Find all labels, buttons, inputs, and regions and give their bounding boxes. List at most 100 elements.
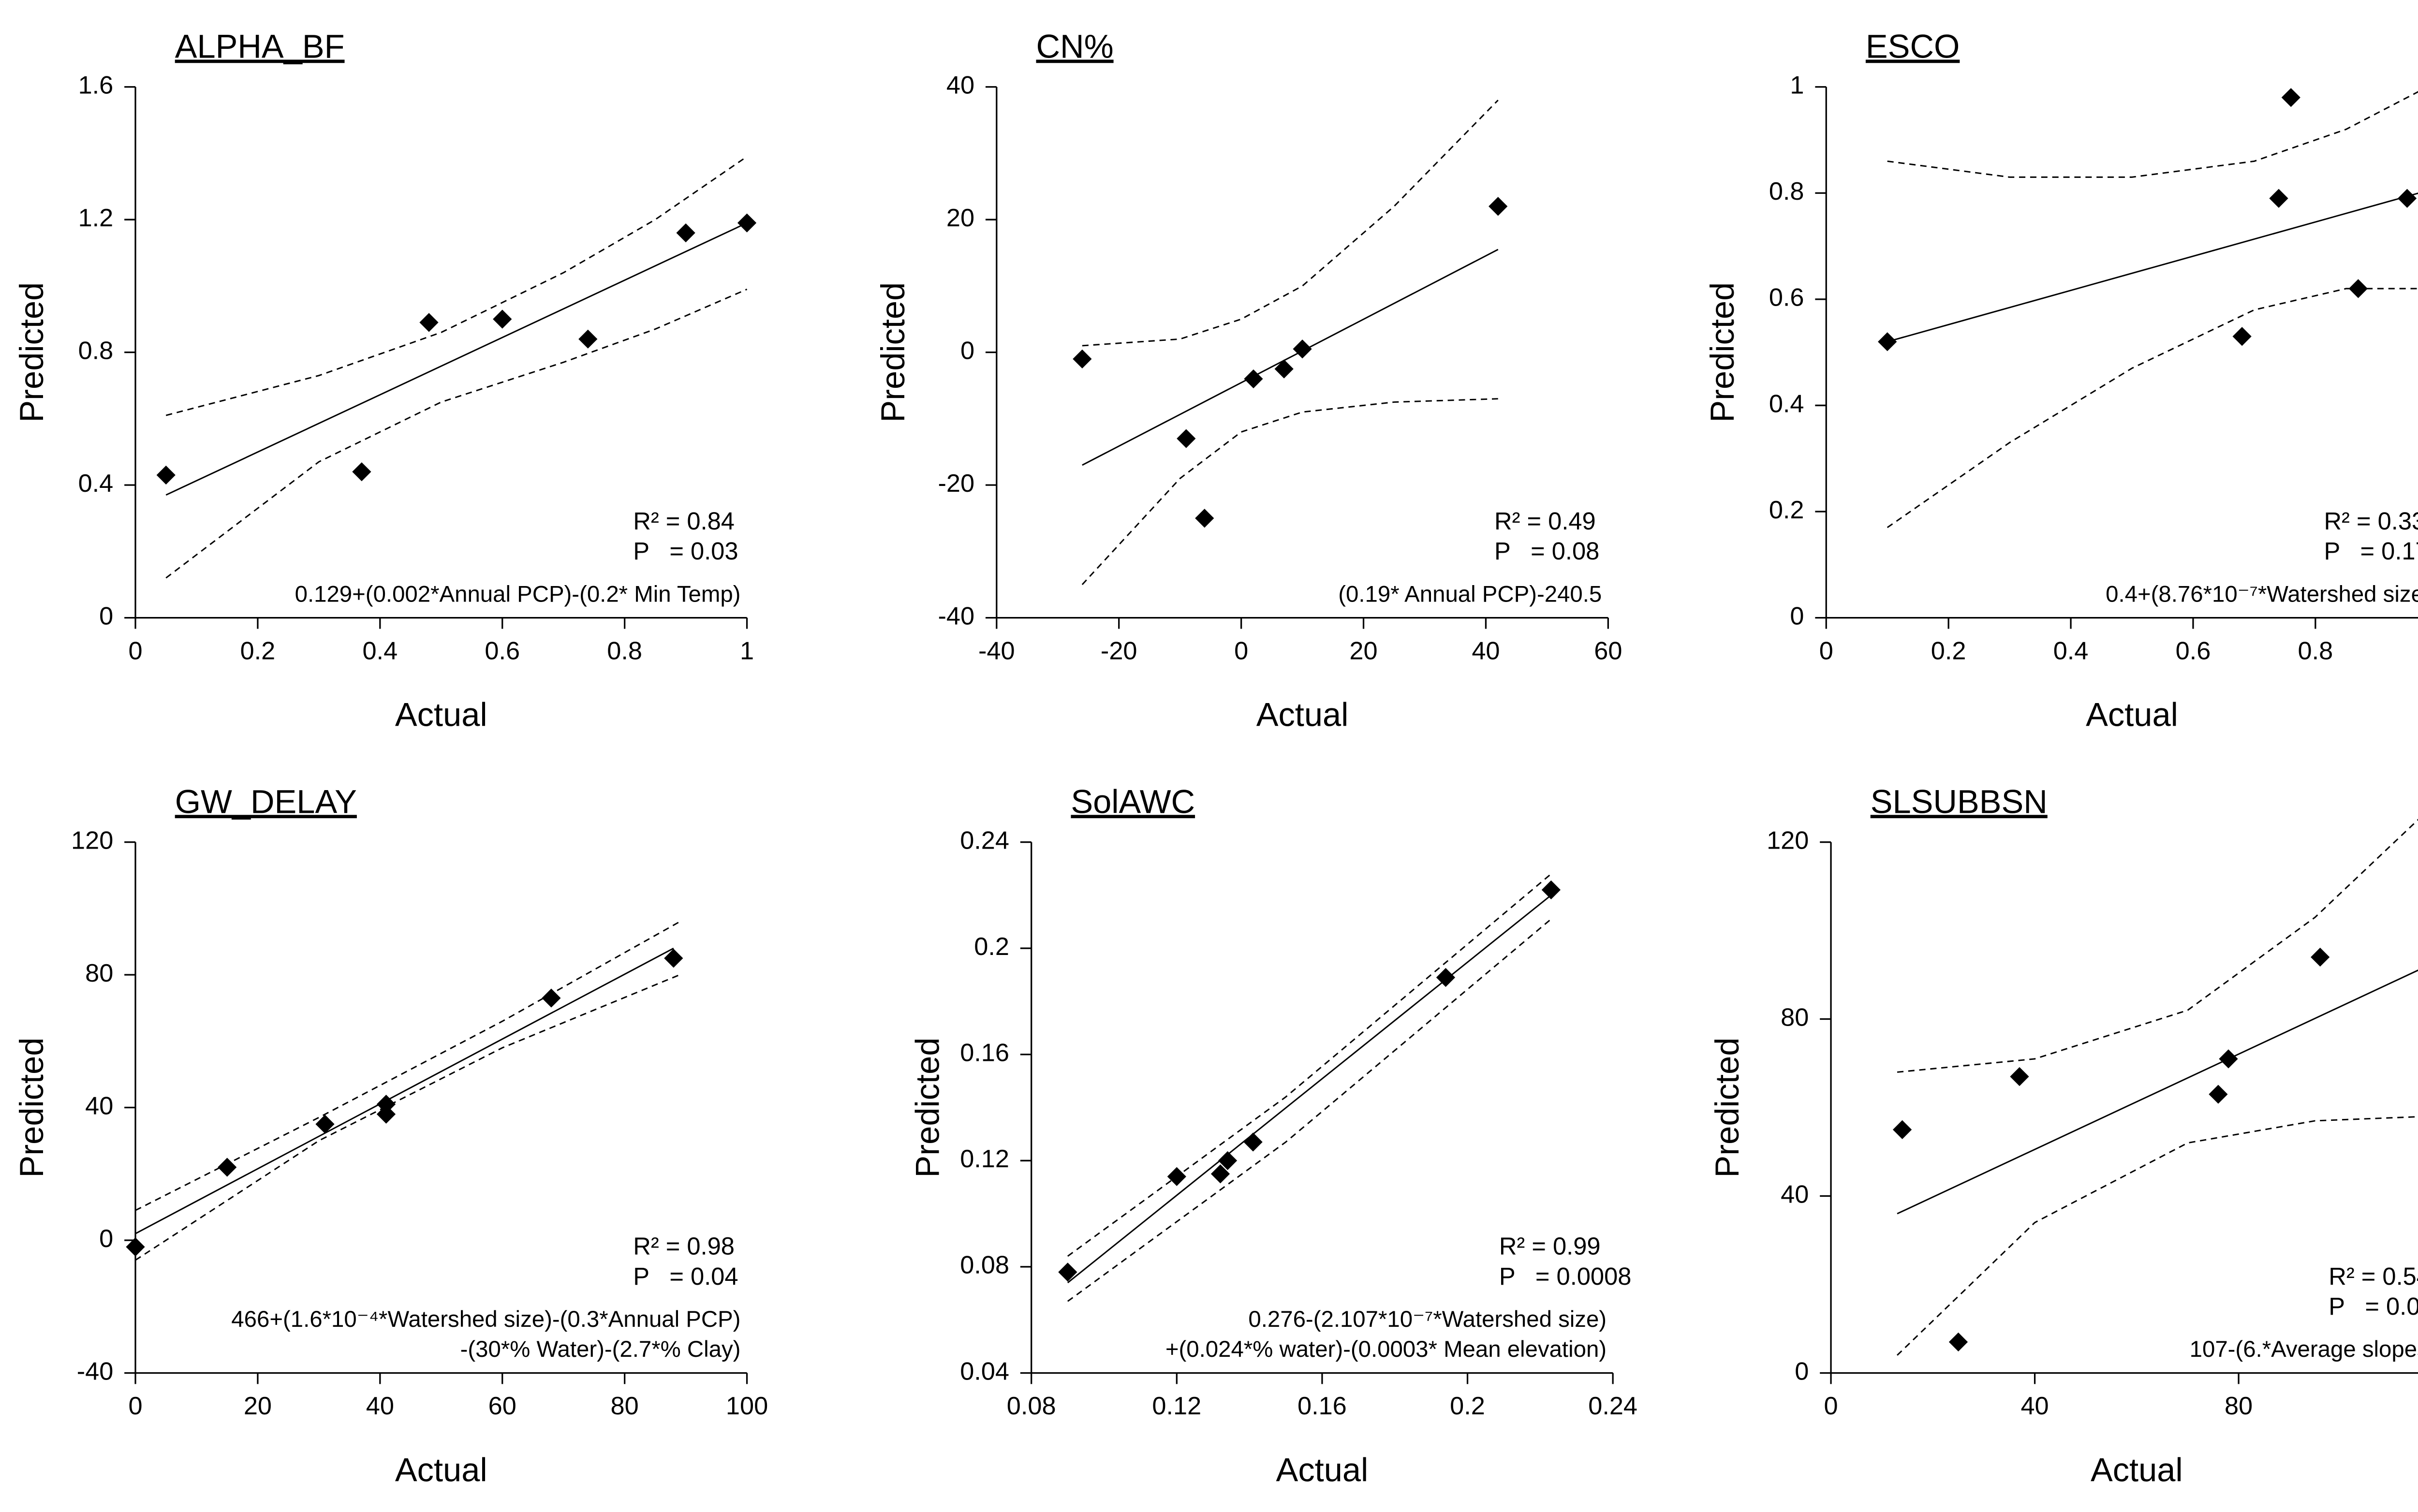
panel: -40 -20 0 20 40 -40 -20 0 20 40 60 CN% Actual Predict… [874,28,1622,733]
fit-line [135,947,674,1234]
ci-lower [1067,918,1552,1302]
fit-line [165,222,748,496]
fit-line [1887,192,2418,343]
x-tick-label: 40 [366,1392,394,1420]
point [1243,1132,1263,1152]
ci-lower [165,288,748,579]
y-tick-label: 1.2 [78,204,114,232]
y-tick-label: 0.08 [960,1251,1009,1279]
stat-annotation: R² = 0.98 [633,1233,735,1260]
panel: 00.20.40.60.8100.20.40.60.81ESCOActualPr… [1704,28,2418,734]
equation: 0.4+(8.76*10⁻⁷*Watershed size) [2106,581,2418,607]
point [2348,279,2368,298]
point [2397,189,2417,208]
x-tick-label: 0.2 [240,637,276,665]
ci-upper [1067,873,1552,1257]
y-tick-label: 0.4 [78,470,114,498]
stat-annotation: P = 0.06 [2329,1292,2418,1320]
point [156,465,176,485]
x-tick-label: 0.24 [1588,1392,1637,1420]
x-tick-label: -20 [1101,637,1137,665]
y-axis-label: Predicted [1704,282,1741,423]
x-tick-label: 1 [740,637,754,665]
x-axis-label: Actual [395,696,487,734]
x-tick-label: 80 [2225,1392,2253,1420]
x-axis-label: Actual [1276,1451,1369,1488]
point [737,213,757,233]
panel-title: SLSUBBSN [1871,783,2048,820]
stat-annotation: P = 0.04 [633,1262,738,1290]
fit-line [1067,895,1552,1283]
y-tick-label: 40 [1781,1180,1809,1208]
fit-line [1082,249,1499,466]
ci-upper [165,156,748,416]
y-tick-label: 120 [1767,826,1809,854]
y-tick-label: 0.04 [960,1357,1009,1385]
point [676,223,695,243]
point [419,313,439,332]
point [578,329,598,349]
x-tick-label: 0 [1824,1392,1838,1420]
point [1948,1332,1968,1352]
y-tick-label: -20 [938,470,975,498]
y-tick-label: 80 [85,959,113,987]
y-axis-label: Predicted [909,1038,946,1178]
point [376,1095,396,1114]
point [1073,349,1092,368]
x-tick-label: 60 [1594,637,1622,665]
x-axis-label: Actual [1256,696,1349,734]
y-tick-label: 0.24 [960,826,1009,854]
y-tick-label: 1.6 [78,72,114,100]
x-tick-label: 0.4 [2053,637,2089,665]
x-tick-label: 0 [1819,637,1833,665]
y-tick-label: 0 [99,602,113,630]
point [1892,1120,1912,1139]
x-tick-label: 0.6 [485,637,520,665]
panel-title: ESCO [1866,28,1960,65]
point [1058,1262,1077,1282]
ci-lower [1897,1116,2418,1356]
x-tick-label: 0.6 [2176,637,2211,665]
y-tick-label: 0.16 [960,1039,1009,1067]
point [2232,327,2252,346]
point [1436,968,1456,987]
equation: -(30*% Water)-(2.7*% Clay) [460,1336,741,1362]
equation: +(0.024*% water)-(0.0003* Mean elevation… [1165,1336,1607,1362]
x-tick-label: 20 [244,1392,272,1420]
y-tick-label: 0.2 [974,933,1009,961]
y-tick-label: -40 [938,602,975,630]
y-tick-label: 0 [99,1225,113,1253]
point [1293,339,1312,359]
point [315,1115,335,1134]
y-tick-label: 0.6 [1769,284,1804,312]
y-tick-label: 40 [946,72,974,100]
y-axis-label: Predicted [13,282,50,423]
point [2010,1067,2029,1086]
stat-annotation: R² = 0.49 [1494,507,1596,535]
point [2219,1049,2238,1069]
y-axis-label: Predicted [874,282,912,423]
x-tick-label: 0 [128,637,142,665]
point [1177,429,1196,448]
ci-upper [1082,100,1499,347]
stat-annotation: R² = 0.33 [2324,507,2418,535]
point [1489,197,1508,216]
panel-title: CN% [1036,28,1113,65]
x-axis-label: Actual [2086,696,2178,734]
panel-title: SolAWC [1071,783,1195,820]
y-tick-label: 0 [960,337,974,365]
point [1167,1167,1186,1186]
stat-annotation: R² = 0.54 [2329,1262,2418,1290]
y-axis-label: Predicted [1709,1038,1746,1178]
y-tick-label: 20 [946,204,974,232]
x-tick-label: -40 [978,637,1015,665]
x-tick-label: 40 [2020,1392,2049,1420]
x-tick-label: 0.08 [1007,1392,1056,1420]
panel-title: GW_DELAY [175,783,357,820]
point [1878,332,1897,352]
x-tick-label: 60 [488,1392,516,1420]
x-tick-label: 0.12 [1152,1392,1201,1420]
y-axis-label: Predicted [13,1038,50,1178]
ci-lower [135,974,680,1261]
